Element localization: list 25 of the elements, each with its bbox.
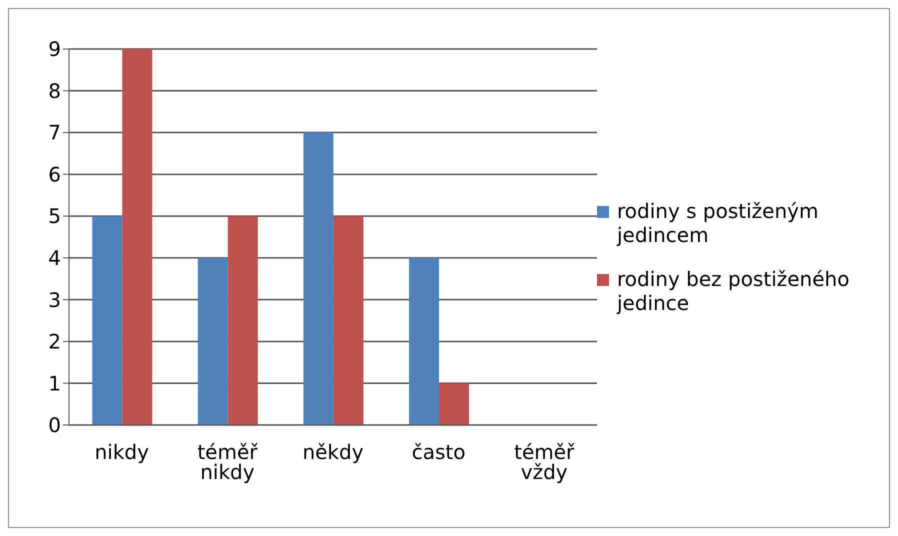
y-tick-label: 3 <box>48 288 61 312</box>
bar <box>122 49 152 425</box>
legend-label: rodiny s postiženým jedincem <box>617 199 820 247</box>
bar <box>333 216 364 425</box>
bar <box>92 216 122 425</box>
y-tick-label: 2 <box>48 330 61 354</box>
x-tick-label: nikdy <box>94 440 150 464</box>
x-tick-label: někdy <box>302 440 364 464</box>
x-tick-label: často <box>412 440 466 464</box>
bar <box>303 132 334 425</box>
y-tick-label: 7 <box>48 120 61 145</box>
y-tick-label: 0 <box>48 413 61 438</box>
x-tick-label: téměř vždy <box>514 440 576 484</box>
x-tick-label: téměř nikdy <box>197 440 258 484</box>
y-tick-label: 9 <box>48 37 61 62</box>
y-tick-label: 5 <box>48 204 61 228</box>
bar <box>198 258 228 425</box>
bar <box>409 258 440 425</box>
y-tick-label: 4 <box>48 246 61 270</box>
y-tick-label: 8 <box>48 78 61 103</box>
legend-label: rodiny bez postiženého jedince <box>617 267 850 315</box>
bar <box>439 383 470 425</box>
y-tick-label: 1 <box>48 371 61 396</box>
y-tick-label: 6 <box>48 162 61 186</box>
bar <box>228 216 258 425</box>
